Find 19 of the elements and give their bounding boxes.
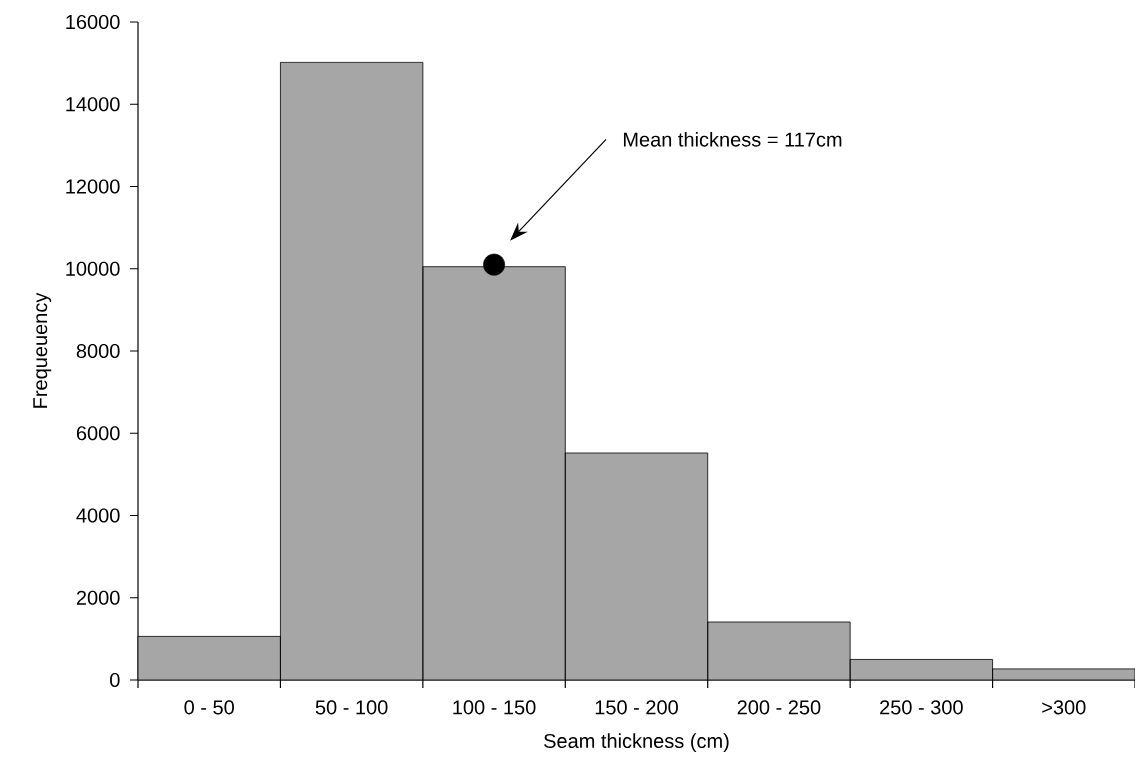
y-tick-label: 2000 bbox=[76, 590, 120, 605]
y-tick-label: 4000 bbox=[76, 508, 120, 523]
x-tick-label: 100 - 150 bbox=[453, 700, 536, 715]
x-tick-label: 250 - 300 bbox=[880, 700, 963, 715]
y-tick-label: 8000 bbox=[76, 343, 120, 359]
y-tick-label: 0 bbox=[110, 672, 120, 688]
x-tick-label: 50 - 100 bbox=[315, 700, 388, 715]
x-tick-label: 150 - 200 bbox=[595, 700, 678, 715]
x-tick-label: 0 - 50 bbox=[184, 700, 234, 715]
y-tick-label: 14000 bbox=[66, 97, 120, 112]
x-tick-label: 200 - 250 bbox=[737, 700, 821, 715]
y-tick-label: 12000 bbox=[66, 179, 120, 194]
y-tick-label: 10000 bbox=[66, 261, 120, 276]
y-axis-title: Frequeuency bbox=[33, 292, 52, 408]
x-tick-label: >300 bbox=[1042, 700, 1086, 715]
annotation: Mean thickness = 117cm bbox=[623, 131, 842, 147]
y-tick-label: 16000 bbox=[66, 14, 120, 30]
y-tick-label: 6000 bbox=[76, 426, 120, 441]
x-axis-title: Seam thickness (cm) bbox=[544, 733, 729, 752]
